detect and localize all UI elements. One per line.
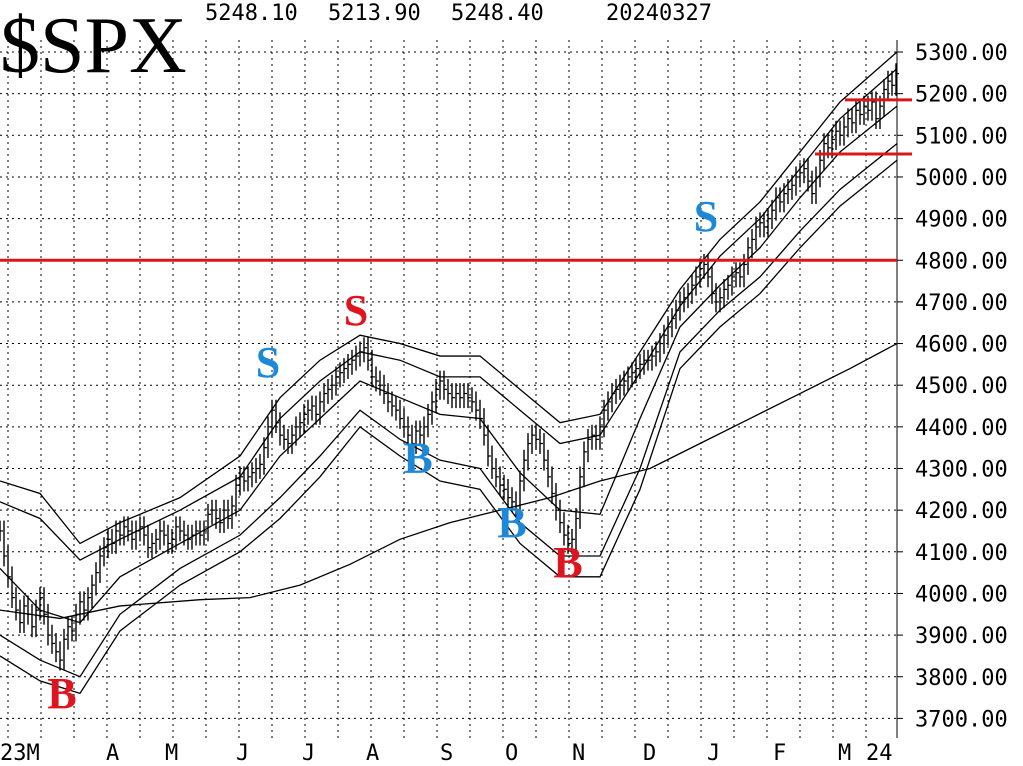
x-tick-label: D	[643, 741, 656, 766]
x-tick-label: 24	[866, 741, 893, 766]
moving-average-20-line	[0, 105, 898, 624]
band-lines	[0, 51, 898, 695]
lower-band-inner-line	[0, 143, 898, 678]
buy-signal-label: B	[497, 498, 526, 547]
y-tick-label: 4300.00	[915, 458, 1008, 483]
x-tick-label: A	[106, 741, 119, 766]
y-tick-label: 4900.00	[915, 208, 1008, 233]
sell-signal-label: S	[694, 192, 718, 241]
y-tick-label: 4400.00	[915, 416, 1008, 441]
sell-signal-label: S	[344, 286, 368, 335]
y-tick-label: 4600.00	[915, 333, 1008, 358]
y-tick-label: 3700.00	[915, 707, 1008, 732]
x-tick-label: J	[302, 741, 315, 766]
y-tick-label: 4200.00	[915, 499, 1008, 524]
buy-signal-label: B	[403, 434, 432, 483]
y-tick-label: 5200.00	[915, 83, 1008, 108]
y-tick-label: 4700.00	[915, 291, 1008, 316]
moving-average-200-line	[0, 342, 898, 620]
header-low: 5213.90	[328, 1, 421, 26]
upper-band-outer-line	[0, 51, 898, 545]
y-tick-label: 4500.00	[915, 374, 1008, 399]
x-tick-label: S	[440, 741, 453, 766]
support-resistance-lines	[0, 98, 912, 262]
buy-signal-label: B	[47, 669, 76, 718]
upper-band-inner-line	[0, 68, 898, 561]
x-tick-label: 23M	[0, 741, 40, 766]
header-last: 5248.40	[451, 1, 544, 26]
y-tick-label: 5100.00	[915, 124, 1008, 149]
symbol-title: $SPX	[0, 2, 187, 90]
header: $SPX 5248.10 5213.90 5248.40 20240327	[0, 1, 712, 90]
buy-signal-label: B	[553, 538, 582, 587]
x-tick-label: N	[572, 741, 585, 766]
lower-band-outer-line	[0, 159, 898, 695]
x-tick-label: M	[838, 741, 851, 766]
y-tick-label: 4100.00	[915, 541, 1008, 566]
sell-signal-label: S	[256, 338, 280, 387]
y-tick-label: 4800.00	[915, 249, 1008, 274]
x-tick-label: A	[366, 741, 379, 766]
header-date: 20240327	[606, 1, 712, 26]
price-bars	[0, 63, 899, 671]
y-tick-label: 3900.00	[915, 624, 1008, 649]
x-tick-label: M	[165, 741, 178, 766]
y-tick-label: 5300.00	[915, 41, 1008, 66]
y-axis-ticks: 5300.00 5200.00 5100.00 5000.00 4900.00 4800.…	[897, 41, 1008, 732]
x-tick-label: F	[773, 741, 786, 766]
y-tick-label: 3800.00	[915, 666, 1008, 691]
x-tick-label: J	[236, 741, 249, 766]
header-high: 5248.10	[205, 1, 298, 26]
y-tick-label: 5000.00	[915, 166, 1008, 191]
x-tick-label: J	[707, 741, 720, 766]
x-tick-label: O	[505, 741, 518, 766]
x-axis-ticks: 23M A M J J A S O N D J F M 24	[0, 741, 893, 766]
y-tick-label: 4000.00	[915, 582, 1008, 607]
